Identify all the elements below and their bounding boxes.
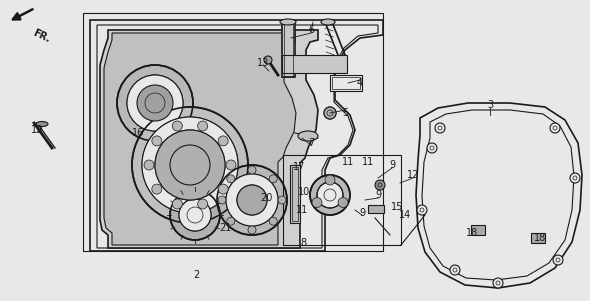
Circle shape [237,185,267,215]
Circle shape [325,175,335,185]
Bar [471,225,485,235]
Circle shape [226,174,278,226]
Circle shape [198,121,208,131]
Text: 21: 21 [219,223,231,233]
Circle shape [248,226,256,234]
Text: 18: 18 [466,228,478,238]
Circle shape [127,75,183,131]
Circle shape [338,197,348,207]
Circle shape [137,85,173,121]
Polygon shape [90,20,383,251]
Text: FR.: FR. [31,28,51,45]
Circle shape [269,175,277,183]
Bar [283,155,401,245]
Text: 15: 15 [391,202,403,212]
Text: 12: 12 [407,170,419,180]
Circle shape [179,199,211,231]
Bar [368,205,384,213]
Circle shape [310,175,350,215]
Text: 20: 20 [260,193,272,203]
Polygon shape [104,33,296,245]
Text: 16: 16 [132,128,144,138]
Circle shape [375,180,385,190]
Circle shape [198,199,208,209]
Circle shape [152,136,162,146]
Ellipse shape [298,131,318,141]
Bar [284,24,293,77]
Bar [83,13,383,251]
Circle shape [218,196,226,204]
Ellipse shape [36,122,48,126]
Circle shape [152,184,162,194]
Polygon shape [416,103,582,288]
Text: 14: 14 [399,210,411,220]
Text: 13: 13 [257,58,269,68]
Circle shape [324,107,336,119]
Bar [290,165,300,223]
Text: 11: 11 [342,157,354,167]
Circle shape [172,121,182,131]
Bar [332,77,360,89]
Ellipse shape [280,19,296,25]
Circle shape [312,197,322,207]
Circle shape [155,130,225,200]
Circle shape [218,136,228,146]
Text: 2: 2 [193,270,199,280]
Text: 5: 5 [342,108,348,118]
Circle shape [218,184,228,194]
Text: 6: 6 [308,25,314,35]
Circle shape [144,160,154,170]
Polygon shape [100,30,318,248]
Circle shape [170,190,220,240]
Circle shape [264,56,272,64]
Circle shape [227,217,235,225]
Circle shape [217,165,287,235]
Text: 7: 7 [308,138,314,148]
Text: 18: 18 [534,233,546,243]
Circle shape [427,143,437,153]
Bar [330,75,362,91]
Text: 17: 17 [293,162,305,172]
Circle shape [269,217,277,225]
Circle shape [435,123,445,133]
Circle shape [317,182,343,208]
Circle shape [142,117,238,213]
Circle shape [132,107,248,223]
Text: 10: 10 [298,187,310,197]
Circle shape [248,166,256,174]
Text: 11: 11 [362,157,374,167]
Circle shape [278,196,286,204]
Text: 9: 9 [359,208,365,218]
Ellipse shape [321,19,335,25]
Circle shape [570,173,580,183]
Text: 8: 8 [300,238,306,248]
Text: 11: 11 [296,205,308,215]
Circle shape [550,123,560,133]
Bar [282,22,295,77]
Polygon shape [97,25,378,248]
Bar [282,55,347,73]
Circle shape [553,255,563,265]
Text: 3: 3 [487,100,493,110]
Circle shape [172,199,182,209]
Bar [292,167,298,221]
Circle shape [117,65,193,141]
Text: 9: 9 [375,190,381,200]
Circle shape [227,175,235,183]
Bar [531,233,545,243]
Circle shape [226,160,236,170]
Circle shape [417,205,427,215]
Text: 9: 9 [389,160,395,170]
Text: 19: 19 [31,125,43,135]
Text: 4: 4 [357,78,363,88]
Circle shape [450,265,460,275]
Circle shape [493,278,503,288]
